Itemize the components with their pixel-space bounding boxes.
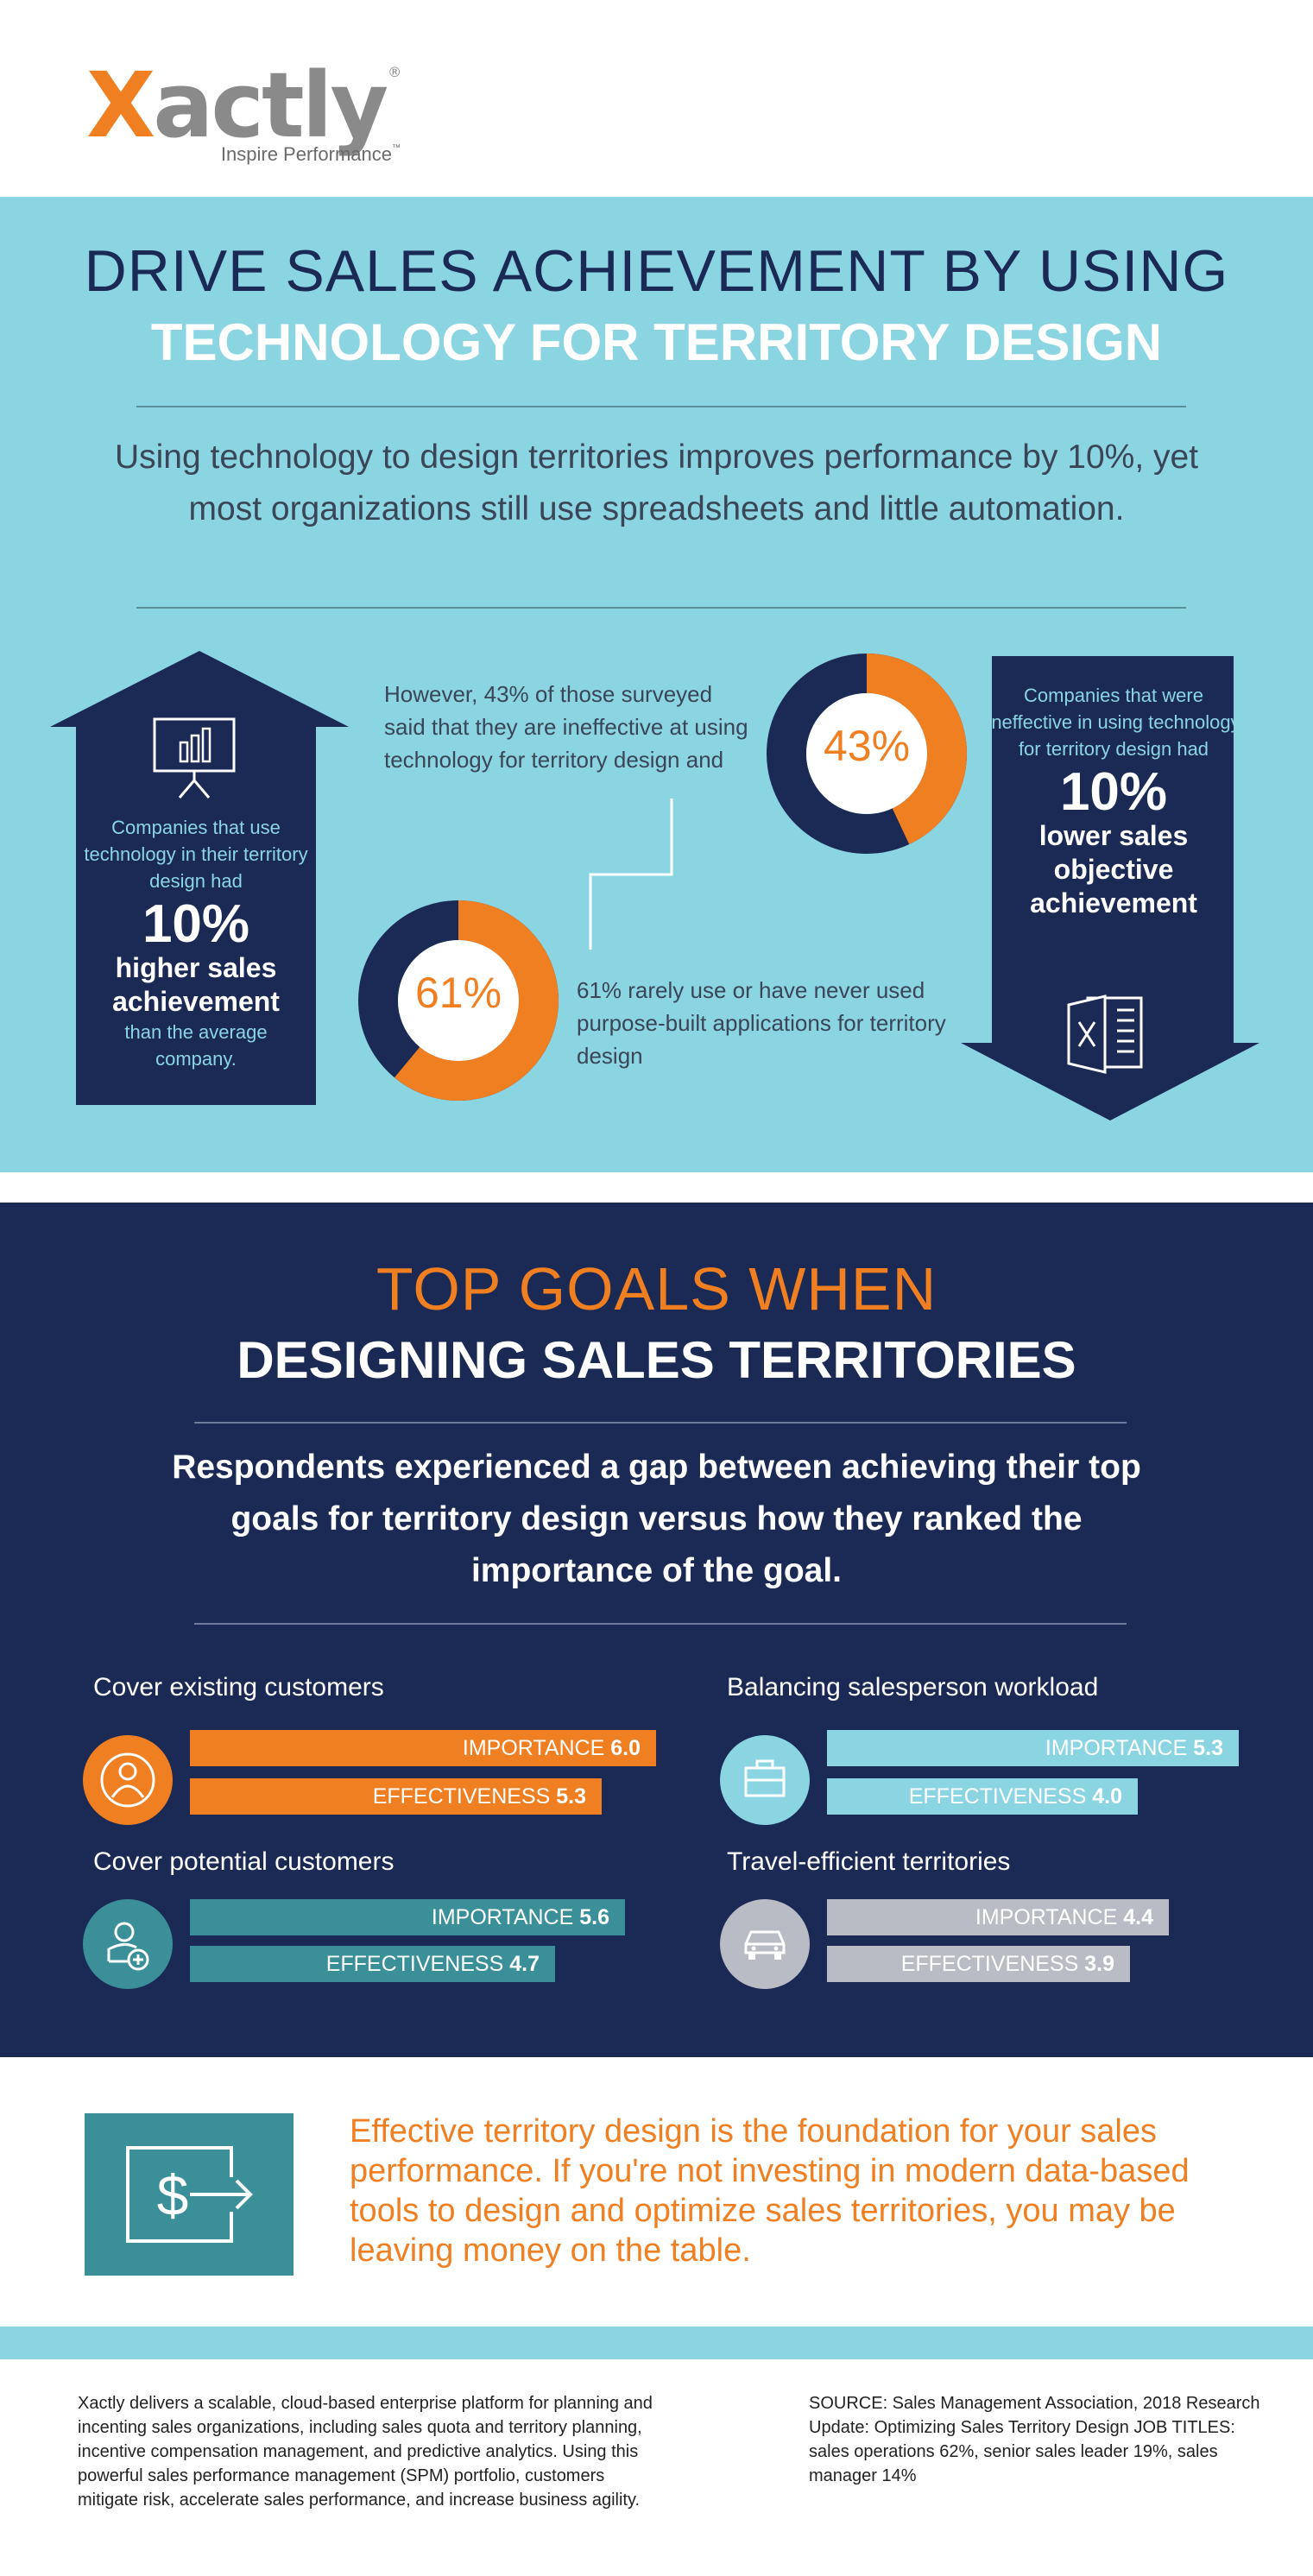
goal-title: Cover potential customers bbox=[93, 1847, 395, 1876]
donut-arc-43 bbox=[767, 653, 967, 854]
down-arrow-stat: Companies that were ineffective in using… bbox=[984, 682, 1243, 920]
presentation-chart-icon bbox=[153, 717, 236, 799]
car-icon bbox=[720, 1899, 810, 1989]
goal-title: Balancing salesperson workload bbox=[727, 1673, 1099, 1702]
effectiveness-bar: EFFECTIVENESS 3.9 bbox=[827, 1946, 1130, 1982]
logo-tagline: Inspire Performance™ bbox=[220, 143, 401, 165]
goal-title: Travel-efficient territories bbox=[727, 1847, 1011, 1876]
briefcase-icon bbox=[720, 1735, 810, 1825]
section1-lead: Using technology to design territories i… bbox=[114, 439, 1199, 527]
down-arrow-shape bbox=[961, 656, 1259, 1121]
section2-title-line1: TOP GOALS WHEN bbox=[376, 1255, 937, 1323]
donut-chart-61 bbox=[358, 900, 559, 1101]
effectiveness-bar: EFFECTIVENESS 5.3 bbox=[190, 1778, 602, 1815]
spreadsheet-icon bbox=[1067, 994, 1143, 1074]
goal-title: Cover existing customers bbox=[93, 1673, 384, 1702]
divider bbox=[136, 607, 1186, 609]
footer-source: SOURCE: Sales Management Association, 20… bbox=[809, 2394, 1260, 2485]
dollar-arrow-icon: $ bbox=[85, 2113, 294, 2276]
section2-lead: Respondents experienced a gap between ac… bbox=[172, 1449, 1141, 1589]
up-arrow-shape bbox=[50, 651, 349, 1105]
stat-43-text: However, 43% of those surveyed said that… bbox=[384, 681, 748, 773]
section1-title-line2: TECHNOLOGY FOR TERRITORY DESIGN bbox=[150, 313, 1163, 371]
effectiveness-bar: EFFECTIVENESS 4.0 bbox=[827, 1778, 1138, 1815]
stat-61-text: 61% rarely use or have never used purpos… bbox=[577, 977, 946, 1069]
connector-line bbox=[589, 799, 673, 950]
footer-strip bbox=[0, 2327, 1313, 2359]
importance-bar: IMPORTANCE 5.3 bbox=[827, 1730, 1239, 1766]
divider bbox=[136, 406, 1186, 407]
up-arrow-stat: Companies that use technology in their t… bbox=[84, 817, 308, 1070]
down-arrow-value: 10% bbox=[1059, 762, 1168, 822]
section2-title-line2: DESIGNING SALES TERRITORIES bbox=[237, 1331, 1076, 1389]
add-user-icon bbox=[83, 1899, 173, 1989]
svg-text:$: $ bbox=[157, 2163, 189, 2227]
importance-bar: IMPORTANCE 5.6 bbox=[190, 1899, 625, 1935]
cta-text: Effective territory design is the founda… bbox=[350, 2113, 1190, 2269]
importance-bar: IMPORTANCE 4.4 bbox=[827, 1899, 1169, 1935]
donut-label-43: 43% bbox=[823, 722, 911, 770]
donut-label-61: 61% bbox=[414, 969, 502, 1017]
donut-chart-43 bbox=[767, 653, 967, 854]
customer-target-icon bbox=[83, 1735, 173, 1825]
divider bbox=[194, 1422, 1127, 1424]
logo-wordmark: Xactly ® bbox=[86, 53, 401, 158]
effectiveness-bar: EFFECTIVENESS 4.7 bbox=[190, 1946, 555, 1982]
divider bbox=[194, 1623, 1127, 1625]
section1-title-line1: DRIVE SALES ACHIEVEMENT BY USING bbox=[84, 238, 1229, 304]
up-arrow-value: 10% bbox=[142, 894, 250, 954]
donut-arc-61 bbox=[358, 900, 559, 1101]
importance-bar: IMPORTANCE 6.0 bbox=[190, 1730, 656, 1766]
footer-about: Xactly delivers a scalable, cloud-based … bbox=[78, 2394, 653, 2510]
